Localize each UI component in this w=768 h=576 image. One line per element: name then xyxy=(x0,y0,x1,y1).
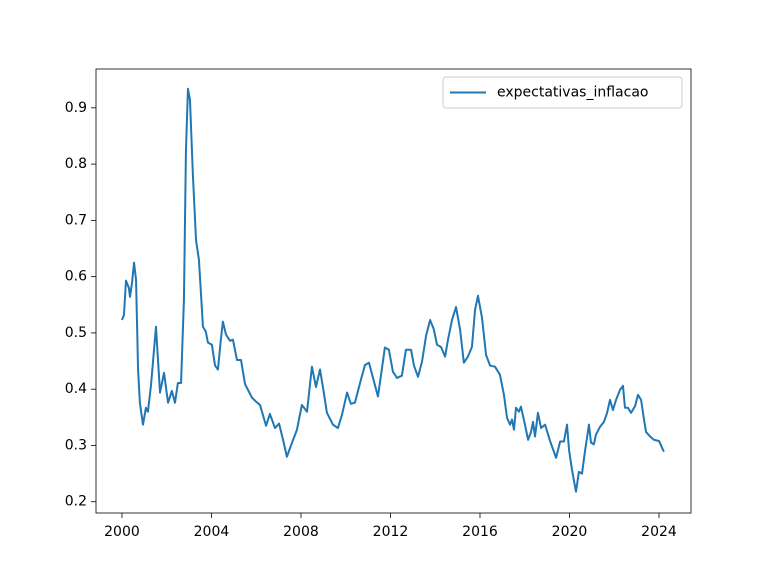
x-tick-label: 2008 xyxy=(283,524,319,540)
y-tick-label: 0.3 xyxy=(65,437,87,453)
x-tick-label: 2000 xyxy=(104,524,140,540)
x-tick-label: 2024 xyxy=(641,524,677,540)
legend-label: expectativas_inflacao xyxy=(497,85,648,101)
x-tick-label: 2016 xyxy=(462,524,498,540)
y-tick-label: 0.7 xyxy=(65,212,87,228)
x-tick-label: 2012 xyxy=(373,524,409,540)
y-tick-label: 0.6 xyxy=(65,269,87,285)
y-tick-label: 0.4 xyxy=(65,381,87,397)
data-line xyxy=(121,87,665,493)
y-tick-label: 0.2 xyxy=(65,494,87,510)
y-tick-label: 0.5 xyxy=(65,325,87,341)
y-tick-label: 0.9 xyxy=(65,100,87,116)
legend-box xyxy=(442,76,683,109)
x-tick-label: 2020 xyxy=(552,524,588,540)
y-tick-label: 0.8 xyxy=(65,156,87,172)
axes-frame xyxy=(95,68,692,514)
x-tick-label: 2004 xyxy=(194,524,230,540)
